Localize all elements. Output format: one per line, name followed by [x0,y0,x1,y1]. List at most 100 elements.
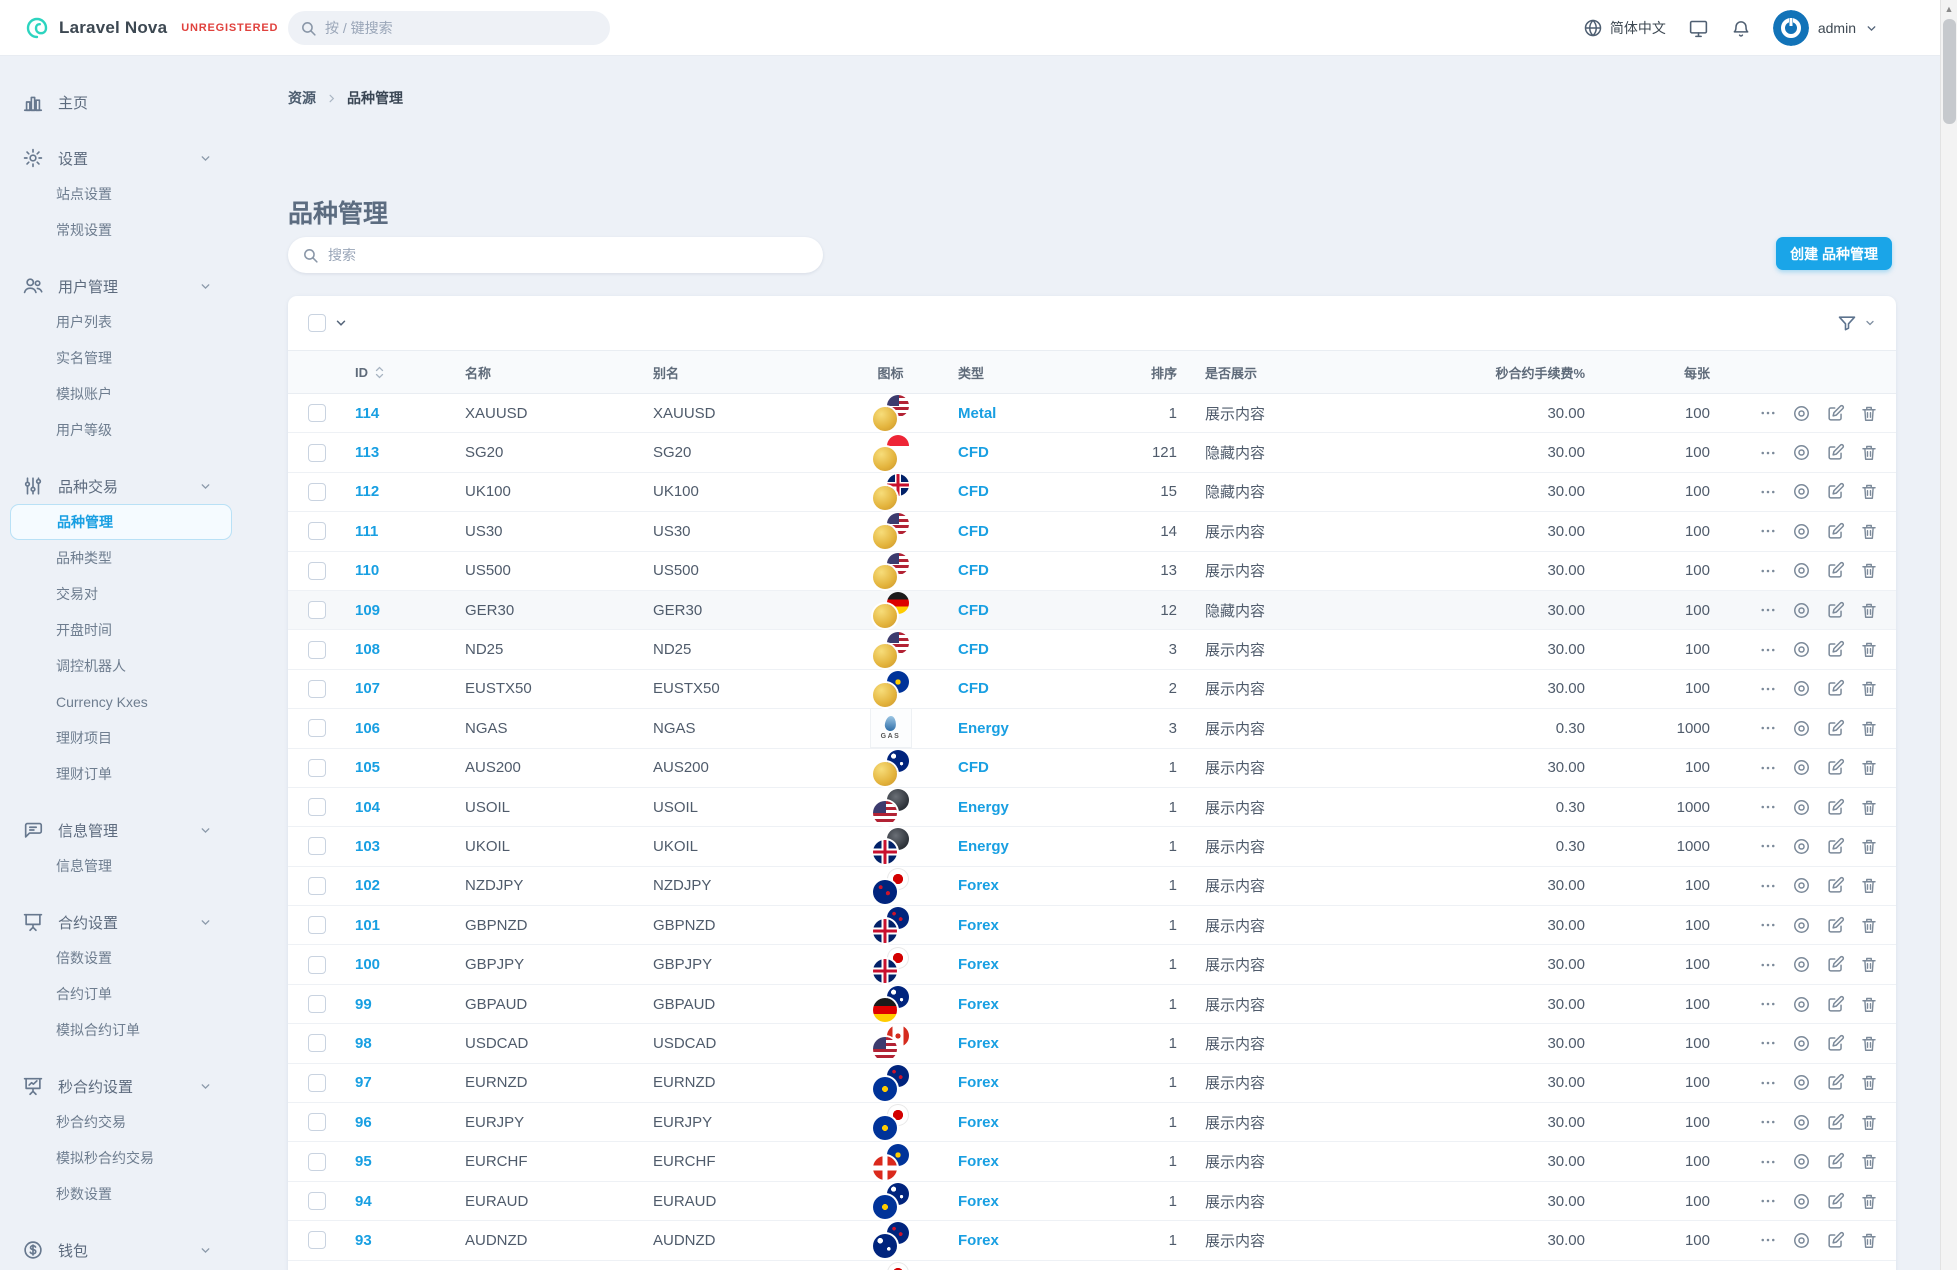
column-header-id[interactable]: ID [345,365,455,380]
row-id-link[interactable]: 101 [355,916,381,934]
row-id-link[interactable]: 108 [355,641,381,659]
table-row[interactable]: 101 GBPNZD GBPNZD Forex 1 展示内容 30.00 100 [288,906,1896,946]
row-actions-menu-button[interactable] [1759,956,1777,974]
scroll-up-arrow[interactable]: ▲ [1944,3,1954,14]
table-row[interactable]: 104 USOIL USOIL Energy 1 展示内容 0.30 1000 [288,788,1896,828]
sidebar-item-秒合约交易[interactable]: 秒合约交易 [56,1114,126,1130]
row-actions-menu-button[interactable] [1759,680,1777,698]
row-edit-button[interactable] [1826,719,1845,738]
table-row[interactable]: 100 GBPJPY GBPJPY Forex 1 展示内容 30.00 100 [288,945,1896,985]
breadcrumb-resources[interactable]: 资源 [288,90,316,106]
row-checkbox[interactable] [307,876,326,895]
row-id-link[interactable]: 104 [355,798,381,816]
sidebar-item-currency-kxes[interactable]: Currency Kxes [56,694,148,710]
row-id-link[interactable]: 109 [355,601,381,619]
user-menu[interactable]: admin [1772,10,1878,46]
row-view-button[interactable] [1792,719,1811,738]
row-view-button[interactable] [1792,1152,1811,1171]
table-row[interactable]: 103 UKOIL UKOIL Energy 1 展示内容 0.30 1000 [288,827,1896,867]
row-delete-button[interactable] [1860,798,1878,817]
row-delete-button[interactable] [1860,1152,1878,1171]
row-id-link[interactable]: 111 [355,522,379,540]
row-type-link[interactable]: CFD [958,641,989,659]
table-row[interactable]: 102 NZDJPY NZDJPY Forex 1 展示内容 30.00 100 [288,867,1896,907]
row-id-link[interactable]: 113 [355,444,380,462]
table-row[interactable]: 99 GBPAUD GBPAUD Forex 1 展示内容 30.00 100 [288,985,1896,1025]
row-type-link[interactable]: Forex [958,1074,999,1092]
row-type-link[interactable]: CFD [958,680,989,698]
row-delete-button[interactable] [1860,916,1878,935]
row-type-link[interactable]: Forex [958,1192,999,1210]
row-view-button[interactable] [1792,561,1811,580]
row-delete-button[interactable] [1860,876,1878,895]
row-id-link[interactable]: 110 [355,562,380,580]
row-checkbox[interactable] [307,837,326,856]
row-delete-button[interactable] [1860,837,1878,856]
row-actions-menu-button[interactable] [1759,1153,1777,1171]
row-type-link[interactable]: Energy [958,837,1009,855]
row-actions-menu-button[interactable] [1759,562,1777,580]
row-edit-button[interactable] [1826,561,1845,580]
row-id-link[interactable]: 100 [355,956,381,974]
row-view-button[interactable] [1792,876,1811,895]
sidebar-section-user-management[interactable]: 用户管理 [0,268,288,304]
row-view-button[interactable] [1792,640,1811,659]
row-id-link[interactable]: 106 [355,719,381,737]
table-row[interactable]: 108 ND25 ND25 CFD 3 展示内容 30.00 100 [288,630,1896,670]
row-edit-button[interactable] [1826,1073,1845,1092]
row-delete-button[interactable] [1860,758,1878,777]
table-row[interactable]: 113 SG20 SG20 CFD 121 隐藏内容 30.00 100 [288,433,1896,473]
filter-button[interactable] [1837,313,1876,333]
row-actions-menu-button[interactable] [1759,837,1777,855]
row-delete-button[interactable] [1860,719,1878,738]
row-view-button[interactable] [1792,679,1811,698]
table-row[interactable]: 109 GER30 GER30 CFD 12 隐藏内容 30.00 100 [288,590,1896,631]
row-edit-button[interactable] [1826,601,1845,620]
row-id-link[interactable]: 102 [355,877,381,895]
table-row[interactable]: 94 EURAUD EURAUD Forex 1 展示内容 30.00 100 [288,1182,1896,1222]
row-type-link[interactable]: CFD [958,444,989,462]
row-type-link[interactable]: Forex [958,877,999,895]
row-actions-menu-button[interactable] [1759,798,1777,816]
row-id-link[interactable]: 97 [355,1074,372,1092]
table-row[interactable]: 105 AUS200 AUS200 CFD 1 展示内容 30.00 100 [288,749,1896,788]
row-delete-button[interactable] [1860,679,1878,698]
row-edit-button[interactable] [1826,1231,1845,1250]
sidebar-item-模拟账户[interactable]: 模拟账户 [56,386,112,402]
resource-search-input[interactable] [328,247,809,263]
sidebar-item-信息管理[interactable]: 信息管理 [56,858,112,874]
row-type-link[interactable]: Forex [958,1153,999,1171]
row-checkbox[interactable] [307,601,326,620]
row-actions-menu-button[interactable] [1759,1074,1777,1092]
row-delete-button[interactable] [1860,1231,1878,1250]
sidebar-item-理财订单[interactable]: 理财订单 [56,766,112,782]
sidebar-section-wallet[interactable]: 钱包 [0,1232,288,1268]
sidebar-item-实名管理[interactable]: 实名管理 [56,350,112,366]
row-type-link[interactable]: CFD [958,522,989,540]
sidebar-item-常规设置[interactable]: 常规设置 [56,222,112,238]
row-view-button[interactable] [1792,995,1811,1014]
row-actions-menu-button[interactable] [1759,522,1777,540]
row-id-link[interactable]: 107 [355,680,381,698]
row-actions-menu-button[interactable] [1759,995,1777,1013]
row-edit-button[interactable] [1826,1113,1845,1132]
table-row[interactable]: 92 AUDJPY AUDJPY Forex 1 展示内容 30.00 100 [288,1261,1896,1270]
row-delete-button[interactable] [1860,482,1878,501]
row-edit-button[interactable] [1826,482,1845,501]
row-actions-menu-button[interactable] [1759,916,1777,934]
display-mode-button[interactable] [1688,18,1709,39]
sidebar-item-理财项目[interactable]: 理财项目 [56,730,112,746]
table-row[interactable]: 95 EURCHF EURCHF Forex 1 展示内容 30.00 100 [288,1142,1896,1182]
row-view-button[interactable] [1792,916,1811,935]
row-type-link[interactable]: Forex [958,1113,999,1131]
select-all-checkbox[interactable] [308,314,326,332]
row-checkbox[interactable] [307,443,326,462]
row-actions-menu-button[interactable] [1759,1231,1777,1249]
row-id-link[interactable]: 98 [355,1034,372,1052]
row-checkbox[interactable] [307,1113,326,1132]
row-edit-button[interactable] [1826,758,1845,777]
row-checkbox[interactable] [307,561,326,580]
row-view-button[interactable] [1792,522,1811,541]
sidebar-item-模拟秒合约交易[interactable]: 模拟秒合约交易 [56,1150,154,1166]
row-view-button[interactable] [1792,1073,1811,1092]
